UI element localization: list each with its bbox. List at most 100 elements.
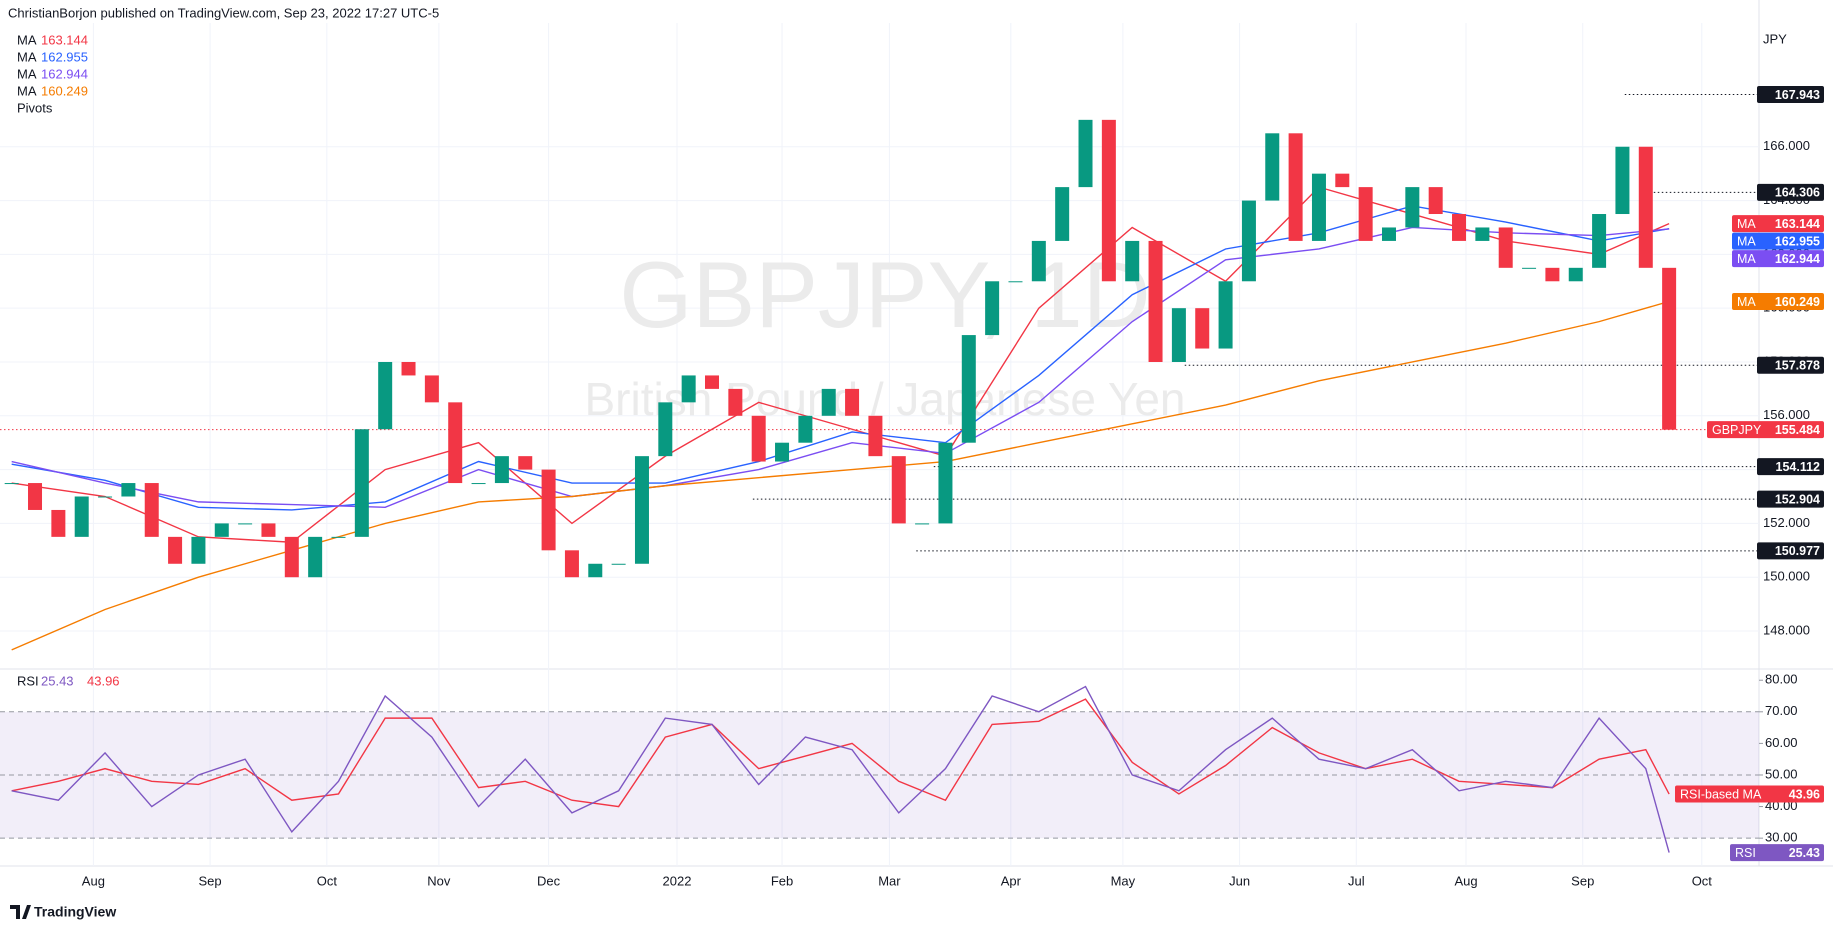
legend-value: 162.944	[41, 66, 88, 81]
candle	[1288, 133, 1303, 241]
currency-label: JPY	[1763, 31, 1787, 46]
x-tick-label: Sep	[199, 873, 222, 888]
y-tick-label: 156.000	[1763, 407, 1810, 422]
x-tick-label: Aug	[82, 873, 105, 888]
candle	[705, 375, 720, 389]
candle	[1311, 173, 1326, 241]
axis-label-box	[1757, 356, 1824, 374]
x-tick-label: Apr	[1001, 873, 1022, 888]
candle	[798, 415, 813, 443]
candle	[985, 281, 1000, 336]
y-tick-label: 150.000	[1763, 569, 1810, 584]
rsi-label-value: 25.43	[1789, 846, 1820, 860]
rsi-label-box	[1675, 785, 1824, 803]
axis-label-value: 157.878	[1775, 359, 1820, 373]
candle	[424, 375, 439, 403]
axis-label-name: MA	[1737, 295, 1756, 309]
x-tick-label: Nov	[427, 873, 451, 888]
rsi-label-name: RSI-based MA	[1680, 787, 1762, 801]
candle	[191, 536, 206, 564]
candle	[1638, 146, 1653, 268]
x-tick-label: Aug	[1454, 873, 1477, 888]
candle	[1171, 308, 1186, 362]
legend-name: MA	[17, 83, 37, 98]
candle	[1358, 187, 1373, 241]
x-tick-label: Feb	[771, 873, 793, 888]
candle	[1662, 267, 1677, 430]
axis-label-value: 160.249	[1775, 295, 1820, 309]
candle	[1545, 267, 1560, 282]
axis-label-value: 155.484	[1775, 423, 1820, 437]
x-tick-label: May	[1111, 873, 1136, 888]
candle	[98, 496, 113, 498]
candle	[564, 550, 579, 578]
axis-label-name: MA	[1737, 234, 1756, 248]
axis-label-value: 162.955	[1775, 234, 1820, 248]
y-tick-label: 148.000	[1763, 622, 1810, 637]
candle	[28, 483, 43, 510]
rsi-legend-title: RSI	[17, 673, 39, 688]
axis-label-value: 164.306	[1775, 186, 1820, 200]
candle	[728, 388, 743, 416]
footer-text: TradingView	[34, 904, 116, 920]
candle	[168, 536, 183, 564]
candle	[1498, 227, 1513, 268]
candle	[1592, 214, 1607, 268]
rsi-line	[11, 698, 1670, 808]
axis-label-name: GBPJPY	[1712, 423, 1762, 437]
rsi-line	[11, 685, 1670, 853]
rsi-tick-label: 80.00	[1765, 672, 1798, 687]
rsi-label-value: 43.96	[1789, 787, 1820, 801]
axis-label-box	[1757, 183, 1824, 201]
candle	[238, 523, 253, 525]
candle	[51, 509, 66, 537]
rsi-band	[0, 711, 1759, 839]
candle	[74, 496, 89, 537]
candle	[354, 429, 369, 537]
candle	[821, 388, 836, 416]
candle	[1522, 267, 1537, 269]
axis-label-box	[1732, 250, 1824, 268]
candle	[1148, 240, 1163, 362]
candle	[681, 375, 696, 403]
y-tick-label: 152.000	[1763, 515, 1810, 530]
axis-label-value: 154.112	[1776, 460, 1821, 474]
x-tick-label: Oct	[317, 873, 338, 888]
candle	[611, 563, 626, 565]
footer-logo	[10, 905, 31, 919]
candle	[471, 483, 486, 485]
x-tick-label: 2022	[663, 873, 692, 888]
candle	[1615, 146, 1630, 215]
candle	[1218, 281, 1233, 349]
candle	[1101, 119, 1116, 282]
axis-label-value: 152.904	[1775, 492, 1820, 506]
candle	[261, 523, 276, 537]
axis-label-box	[1732, 215, 1824, 233]
x-tick-label: Jun	[1229, 873, 1250, 888]
candle	[1452, 214, 1467, 241]
watermark-name: British Pound / Japanese Yen	[584, 373, 1185, 425]
legend-name: MA	[17, 66, 37, 81]
axis-label-box	[1757, 458, 1824, 476]
candle	[1405, 187, 1420, 228]
candle	[1055, 187, 1070, 241]
candle	[401, 361, 416, 376]
axis-label-value: 150.977	[1775, 544, 1820, 558]
legend-value: 162.955	[41, 49, 88, 64]
candle	[1381, 227, 1396, 241]
rsi-label-name: RSI	[1735, 846, 1756, 860]
legend-name: MA	[17, 49, 37, 64]
candle	[868, 415, 883, 457]
rsi-legend-value: 25.43	[41, 673, 74, 688]
axis-label-value: 167.943	[1775, 88, 1820, 102]
x-tick-label: Mar	[878, 873, 901, 888]
candle	[121, 483, 136, 497]
candle	[658, 402, 673, 457]
legend-value: 163.144	[41, 32, 88, 47]
axis-label-box	[1757, 542, 1824, 560]
ma-line	[11, 226, 1670, 508]
candle	[588, 563, 603, 578]
candle	[518, 456, 533, 470]
